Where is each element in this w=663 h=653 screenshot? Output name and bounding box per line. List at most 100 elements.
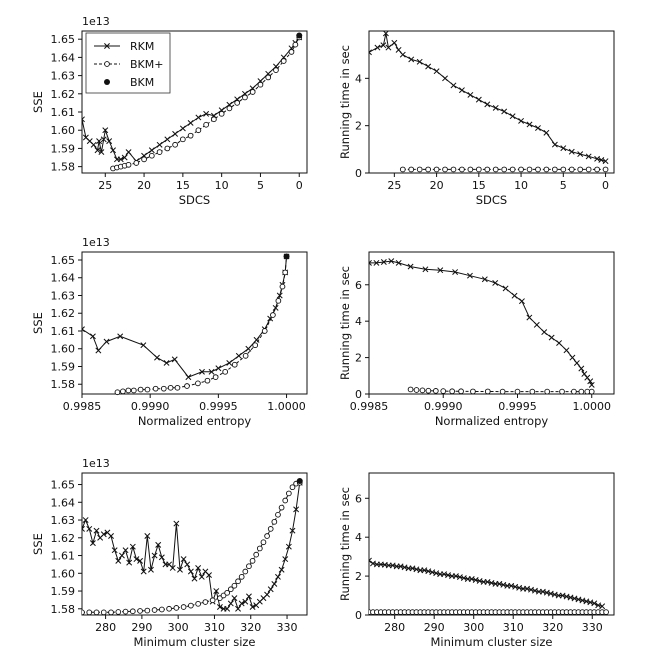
y-tick-label: 4 [355, 315, 362, 328]
data-point-bkm-plus [203, 121, 209, 128]
x-tick-label: 320 [542, 621, 563, 634]
data-point-rkm [526, 121, 533, 128]
data-point-bkm-plus [242, 568, 249, 575]
data-point-rkm [82, 525, 85, 532]
data-point-bkm-plus [280, 58, 287, 64]
data-point-bkm-plus [459, 166, 465, 173]
y-tick-label: 1.58 [51, 378, 76, 391]
data-point-rkm [111, 547, 118, 554]
axes-frame [81, 30, 308, 174]
series-bkm [296, 32, 303, 39]
data-point-rkm [93, 527, 100, 534]
data-point-bkm-plus [484, 388, 491, 395]
data-point-rkm [173, 520, 180, 527]
data-point-bkm [296, 477, 303, 484]
data-point-bkm-plus [264, 533, 270, 539]
data-point-bkm-plus [265, 74, 272, 81]
data-point-bkm-plus [261, 328, 268, 334]
data-point-rkm [199, 368, 205, 375]
data-point-rkm [245, 345, 252, 352]
data-point-bkm-plus [249, 89, 256, 95]
data-point-rkm [458, 87, 465, 94]
data-point-bkm-plus [560, 166, 567, 173]
legend-label-rkm: RKM [130, 40, 154, 53]
data-point-rkm [203, 110, 210, 117]
y-axis-label: Running time in sec [338, 266, 352, 380]
data-point-bkm-plus [577, 166, 584, 173]
data-point-rkm [227, 600, 234, 607]
data-point-rkm [144, 533, 151, 539]
data-point-bkm-plus [166, 605, 172, 612]
data-point-rkm [235, 352, 242, 359]
data-point-rkm [535, 125, 541, 131]
data-point-bkm-plus [571, 388, 577, 395]
data-point-rkm [106, 138, 113, 145]
x-axis-label: SDCS [476, 193, 508, 207]
y-tick-label: 1.59 [51, 360, 76, 373]
data-point-bkm-plus [160, 385, 167, 392]
data-point-rkm [185, 374, 192, 381]
data-point-rkm [518, 117, 525, 124]
axes-frame [81, 472, 308, 616]
data-point-rkm [98, 149, 105, 156]
data-point-rkm [253, 336, 260, 343]
data-point-rkm [385, 44, 392, 51]
data-point-rkm [102, 127, 109, 134]
data-point-rkm [94, 147, 101, 154]
data-point-rkm [245, 593, 252, 600]
x-tick-label: 5 [257, 179, 264, 192]
data-point-bkm-plus [133, 160, 140, 166]
x-tick-label: 5 [560, 179, 567, 192]
series-rkm [369, 258, 595, 388]
data-point-bkm-plus [115, 609, 122, 615]
data-point-rkm [369, 49, 372, 56]
data-point-rkm [215, 365, 222, 372]
data-point-bkm-plus [249, 558, 256, 564]
data-point-bkm-plus [137, 386, 144, 393]
x-tick-label: 310 [503, 621, 524, 634]
data-point-rkm [242, 598, 249, 605]
data-point-rkm [484, 101, 491, 108]
data-point-rkm [285, 543, 292, 550]
data-point-rkm [151, 552, 158, 559]
x-axis-label: Minimum cluster size [133, 635, 255, 649]
data-point-rkm [569, 354, 576, 361]
data-point-rkm [591, 600, 598, 607]
data-point-rkm [450, 82, 457, 89]
data-point-rkm [187, 119, 194, 126]
data-point-bkm-plus [218, 110, 225, 117]
y-tick-label: 1.59 [51, 585, 76, 598]
data-point-rkm [416, 58, 423, 65]
data-point-rkm [578, 365, 585, 372]
data-point-bkm-plus [292, 41, 299, 48]
data-point-rkm [433, 68, 440, 75]
data-point-rkm [213, 588, 220, 594]
y-tick-label: 1.60 [51, 124, 76, 137]
data-point-bkm-plus [167, 384, 174, 391]
data-point-bkm-plus [187, 132, 194, 139]
data-point-rkm [180, 556, 187, 563]
y-tick-label: 1.63 [51, 514, 76, 527]
data-point-bkm-plus [180, 604, 187, 610]
y-tick-label: 1.60 [51, 567, 76, 580]
x-tick-label: 10 [514, 179, 528, 192]
data-point-rkm [563, 347, 570, 354]
data-point-rkm [90, 141, 97, 148]
data-point-bkm-plus [235, 578, 241, 585]
data-point-bkm-plus [137, 608, 143, 614]
data-point-bkm-plus [449, 388, 456, 395]
data-point-rkm [82, 326, 85, 333]
data-point-rkm [481, 276, 488, 283]
data-point-bkm-plus [399, 166, 406, 173]
series-bkm-plus [110, 34, 303, 172]
legend-marker-bkm-plus [104, 61, 110, 67]
data-point-bkm-plus [282, 269, 289, 276]
plot-area [369, 258, 595, 395]
series-bkm-plus [369, 609, 609, 615]
x-axis-label: Normalized entropy [138, 414, 252, 428]
data-point-bkm-plus [275, 297, 282, 304]
data-point-bkm-plus [222, 368, 229, 375]
data-point-bkm-plus [602, 166, 609, 173]
data-point-rkm [147, 566, 154, 573]
